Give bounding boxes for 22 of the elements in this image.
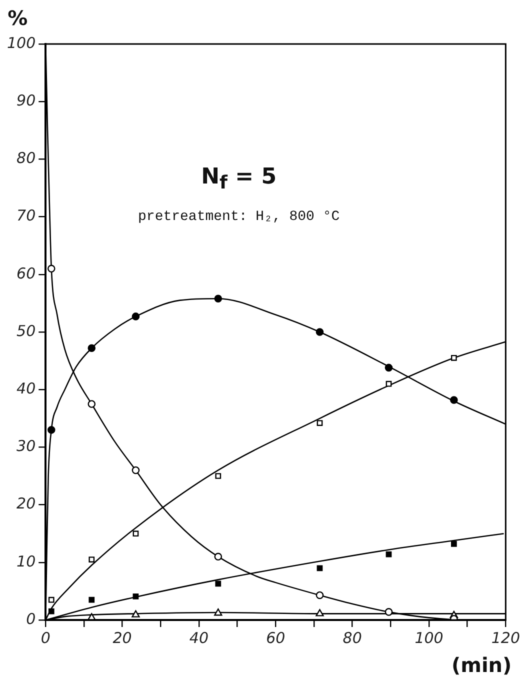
y-tick-label: 40 [16,379,36,398]
annotation: N$_{f}$ = 5 [201,164,277,194]
annotation: pretreatment: H₂, 800 °C [138,208,340,225]
x-axis-title: (min) [451,653,512,678]
x-tick-label: 120 [491,628,520,647]
y-tick-label: 100 [6,34,36,52]
y-tick-label: 90 [16,91,36,110]
y-tick-label: 60 [16,264,36,282]
y-tick-label: 30 [16,437,36,456]
x-tick-label: 100 [414,628,444,647]
y-tick-label: 80 [16,149,36,168]
x-tick-label: 20 [112,628,132,647]
y-tick-label: 20 [16,494,36,513]
x-tick-label: 60 [266,628,286,647]
y-tick-label: 0 [26,610,36,628]
y-tick-label: 70 [16,206,36,225]
x-tick-label: 40 [189,628,209,647]
x-tick-label: 80 [342,628,362,647]
y-tick-label: 50 [16,322,36,340]
y-axis-title: % [8,6,28,30]
y-tick-label: 10 [16,552,36,570]
x-tick-label: 0 [40,628,50,647]
